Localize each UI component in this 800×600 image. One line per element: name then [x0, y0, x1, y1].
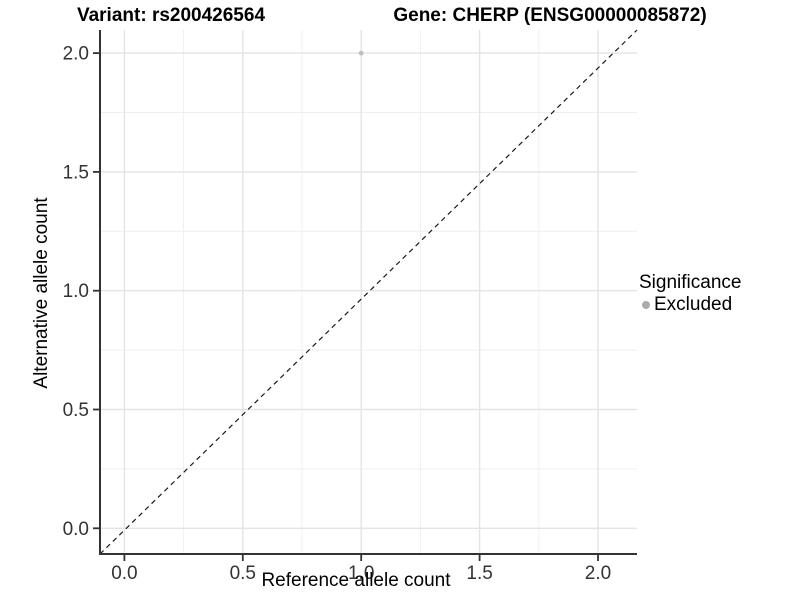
data-point-excluded: [358, 50, 364, 56]
y-tick-label: 1.0: [63, 281, 89, 302]
legend-item-excluded: Excluded: [639, 295, 741, 315]
identity-dashed-line: [99, 29, 638, 555]
x-tick-label: 0.0: [111, 563, 137, 584]
x-tick-label: 1.0: [348, 563, 374, 584]
x-tick-label: 2.0: [585, 563, 611, 584]
excluded-point-icon: [642, 301, 650, 309]
legend-item-label: Excluded: [654, 294, 733, 315]
y-tick-label: 0.0: [63, 519, 89, 540]
plot-title-variant: Variant: rs200426564: [76, 5, 266, 26]
y-tick-label: 1.5: [63, 162, 89, 183]
legend-title: Significance: [639, 272, 742, 293]
x-axis-title: Reference allele count: [261, 570, 451, 591]
x-tick-label: 1.5: [466, 563, 492, 584]
y-tick-label: 2.0: [63, 44, 89, 65]
plot-title-gene: Gene: CHERP (ENSG00000085872): [393, 5, 707, 26]
y-tick-label: 0.5: [63, 400, 89, 421]
y-axis-title: Alternative allele count: [31, 197, 52, 389]
x-tick-label: 0.5: [230, 563, 256, 584]
legend: Significance Excluded: [639, 272, 741, 315]
